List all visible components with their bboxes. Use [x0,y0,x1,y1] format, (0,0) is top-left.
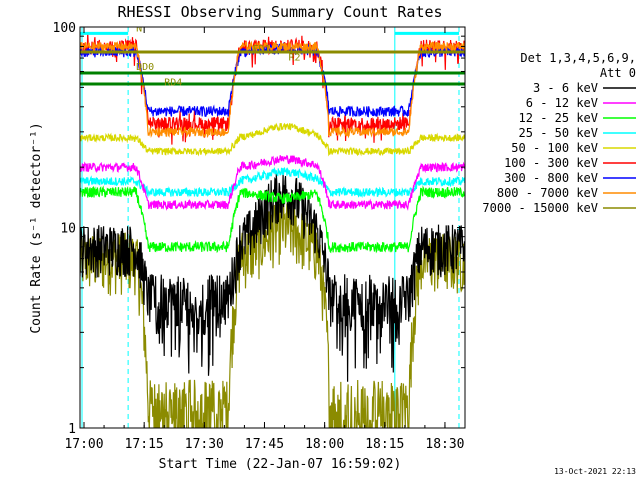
legend-header-line-2: Att 0 [600,66,636,80]
legend-entry-label: 7000 - 15000 keV [482,201,598,215]
x-tick-label: 17:30 [185,437,224,452]
x-tick-label: 18:15 [365,437,404,452]
legend-entry-label: 12 - 25 keV [519,111,598,125]
series-line-3-6-kev [80,173,465,382]
legend-entry-label: 3 - 6 keV [533,81,598,95]
x-tick-label: 17:45 [245,437,284,452]
x-tick-label: 17:00 [64,437,103,452]
legend-entry-label: 800 - 7000 keV [497,186,598,200]
annotation-label: R2 [289,53,301,64]
series-line-7000-15000-kev [80,201,465,428]
x-tick-label: 18:00 [305,437,344,452]
annotation-label: RD4 [164,78,182,89]
legend-entry-label: 50 - 100 keV [511,141,598,155]
legend-entry-label: 6 - 12 keV [526,96,598,110]
y-tick-label: 1 [68,422,76,437]
x-axis-label: Start Time (22-Jan-07 16:59:02) [159,457,402,472]
y-axis-label: Count Rate (s⁻¹ detector⁻¹) [29,122,44,333]
x-axis: 17:00 17:15 17:30 17:45 18:00 18:15 18:30 [64,27,465,452]
footer-timestamp: 13-Oct-2021 22:13 [554,467,636,476]
legend-header-line-1: Det 1,3,4,5,6,9, [520,51,636,65]
plot-area: N FD1 DD0 RD4 R2 [80,23,465,428]
chart-title: RHESSI Observing Summary Count Rates [117,3,442,21]
y-tick-label: 100 [53,21,76,36]
annotation-label: FD1 [252,44,270,55]
y-axis: 1 10 100 [53,21,465,437]
x-tick-label: 18:30 [425,437,464,452]
legend-entry-label: 25 - 50 keV [519,126,598,140]
series-line-800-7000-kev [80,40,465,139]
series-line-12-25-kev [80,185,465,254]
annotation-label: N [136,23,142,34]
series-line-6-12-kev [80,154,465,211]
legend-entry-label: 100 - 300 keV [504,156,598,170]
annotation-label: DD0 [136,62,154,73]
legend-entry-label: 300 - 800 keV [504,171,598,185]
y-tick-label: 10 [60,222,76,237]
series-line-50-100-kev [80,122,465,157]
x-tick-label: 17:15 [125,437,164,452]
